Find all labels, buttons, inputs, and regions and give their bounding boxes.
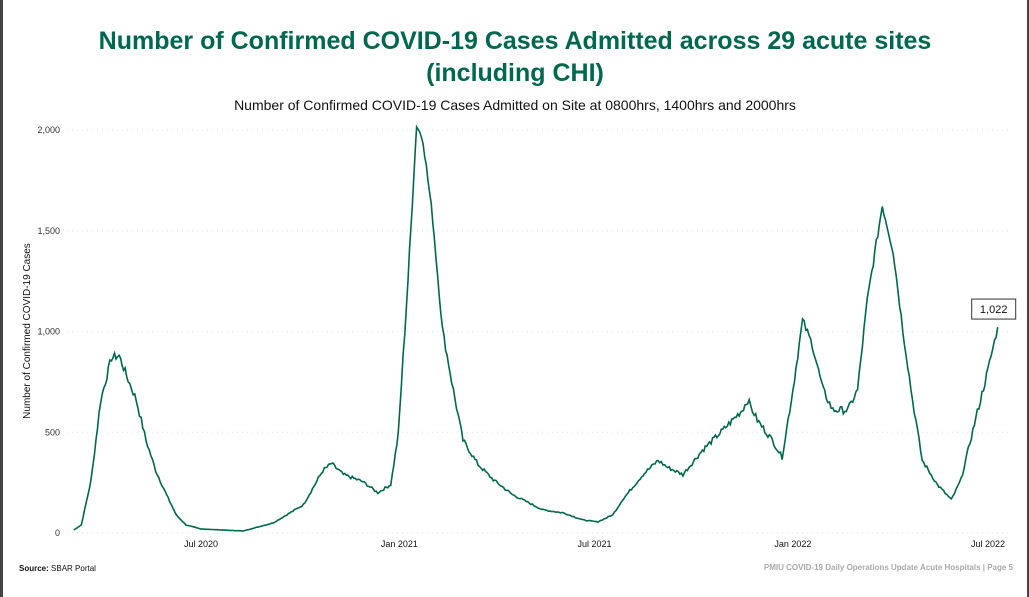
series-line: [73, 124, 999, 532]
source-value: SBAR Portal: [51, 564, 96, 573]
chart-subtitle: Number of Confirmed COVID-19 Cases Admit…: [234, 97, 796, 113]
x-tick-label: Jul 2022: [971, 539, 1005, 549]
y-tick-label: 500: [45, 427, 60, 437]
page-footer: PMIU COVID-19 Daily Operations Update Ac…: [763, 563, 1013, 572]
x-tick-label: Jul 2021: [577, 539, 611, 549]
chart-title-line1: Number of Confirmed COVID-19 Cases Admit…: [98, 27, 932, 55]
last-value-box: [971, 298, 1017, 320]
chart-title-line2: (including CHI): [426, 59, 604, 87]
x-tick-label: Jul 2020: [184, 539, 218, 549]
source-note: Source: SBAR Portal: [19, 564, 96, 573]
y-tick-label: 2,000: [37, 125, 60, 135]
y-axis-label: Number of Confirmed COVID-19 Cases: [22, 243, 33, 419]
x-tick-label: Jan 2022: [774, 539, 811, 549]
y-tick-label: 1,500: [37, 226, 60, 236]
x-tick-label: Jan 2021: [381, 539, 418, 549]
y-tick-label: 0: [55, 528, 60, 538]
last-value-label: 1,022: [980, 304, 1008, 316]
source-label: Source:: [19, 564, 49, 573]
line-chart: 0 500 1,000 1,500 2,000 Jul 2020 Jan 2021 Jul 2…: [22, 124, 1017, 549]
y-tick-label: 1,000: [37, 327, 60, 337]
